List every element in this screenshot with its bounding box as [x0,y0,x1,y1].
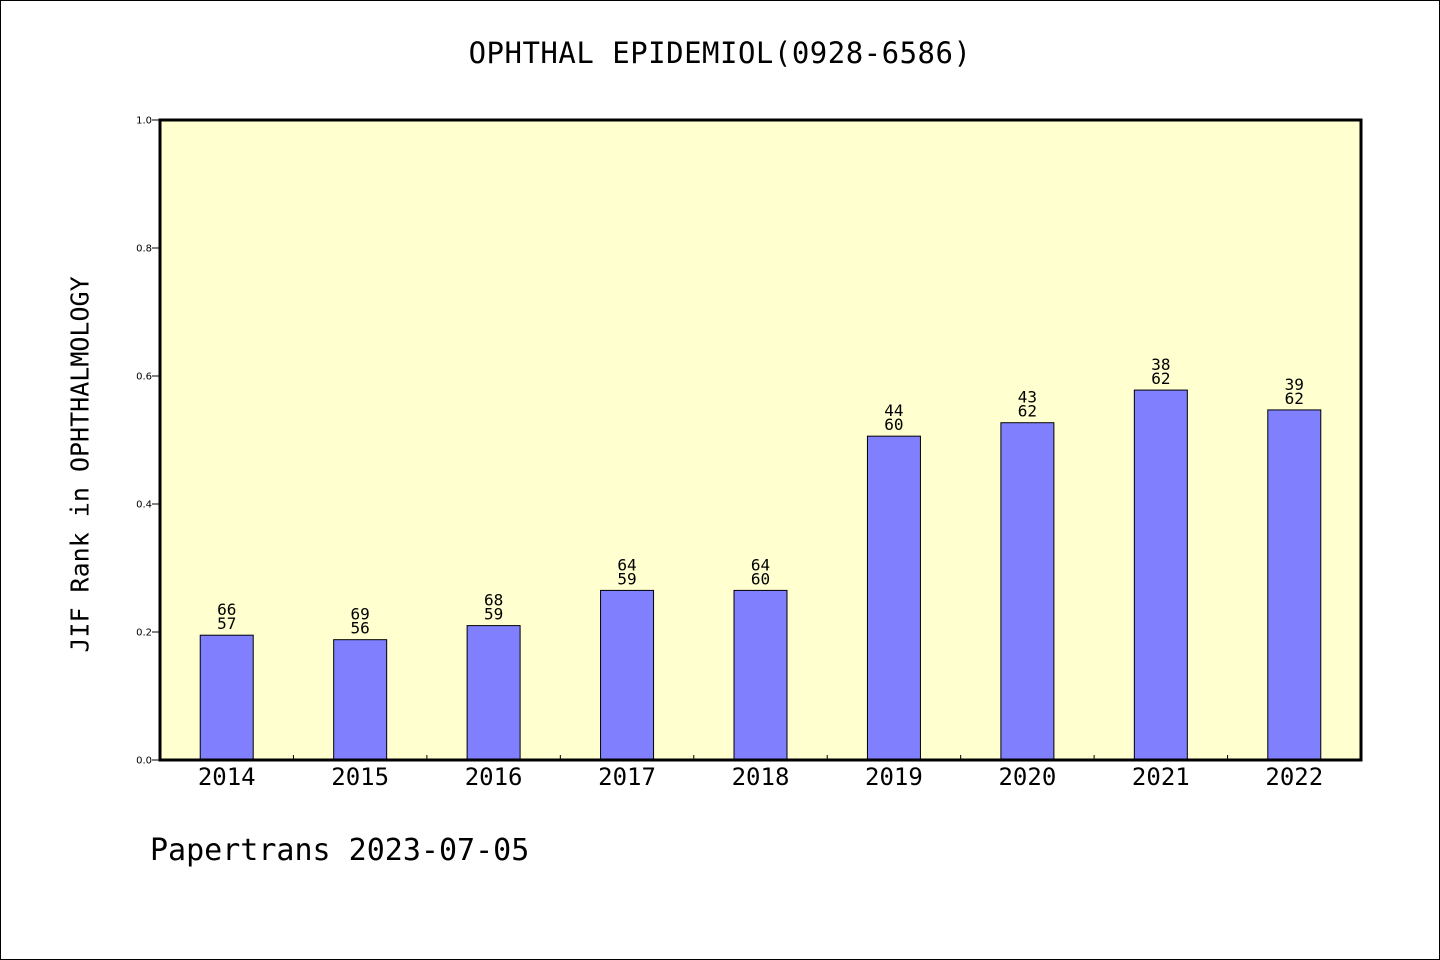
bar-2022 [1267,409,1322,761]
bar-label-bottom: 62 [1018,402,1037,421]
x-tick-label: 2022 [1265,763,1323,791]
x-tick-label: 2014 [198,763,256,791]
bar-2017 [600,589,655,761]
bar-label-bottom: 62 [1151,369,1170,388]
y-tick-label: 0.2 [136,628,152,639]
bar-label-bottom: 60 [884,415,903,434]
y-tick-label: 0.6 [136,372,152,383]
footer-credit: Papertrans 2023-07-05 [150,833,530,868]
bar-2014 [199,634,254,761]
x-tick-label: 2021 [1132,763,1190,791]
bar-label-top: 38 [1151,355,1170,374]
x-tick-label: 2016 [465,763,523,791]
bar-label-top: 69 [351,605,370,624]
bar-2019 [866,435,921,761]
y-tick-label: 0.0 [136,756,152,767]
bar-2018 [733,589,788,761]
bar-label-bottom: 62 [1285,389,1304,408]
y-tick-label: 0.8 [136,244,152,255]
x-tick-label: 2019 [865,763,923,791]
bar-label-top: 64 [751,555,770,574]
bar-label-bottom: 59 [484,605,503,624]
y-tick-label: 1.0 [136,116,152,127]
bar-2015 [333,639,388,761]
ticks-layer: 0.0 0.2 0.4 0.6 0.8 1.0 2014 2015 2016 2017 2018 20… [136,116,1323,792]
bar-2020 [1000,422,1055,761]
bar-label-bottom: 57 [217,614,236,633]
plot-border [158,118,1363,762]
x-tick-label: 2015 [331,763,389,791]
bar-label-bottom: 56 [351,619,370,638]
bar-label-bottom: 59 [617,569,636,588]
bar-label-top: 39 [1285,375,1304,394]
bar-label-top: 44 [884,401,903,420]
bar-label-top: 68 [484,591,503,610]
x-tick-label: 2017 [598,763,656,791]
chart-title: OPHTHAL EPIDEMIOL(0928-6586) [468,36,972,70]
bar-label-top: 66 [217,600,236,619]
bar-2016 [466,625,521,761]
x-tick-label: 2018 [732,763,790,791]
bar-label-top: 64 [617,555,636,574]
bar-label-top: 43 [1018,388,1037,407]
x-tick-label: 2020 [998,763,1056,791]
bar-label-bottom: 60 [751,569,770,588]
bar-2021 [1133,389,1188,761]
y-tick-label: 0.4 [136,500,152,511]
